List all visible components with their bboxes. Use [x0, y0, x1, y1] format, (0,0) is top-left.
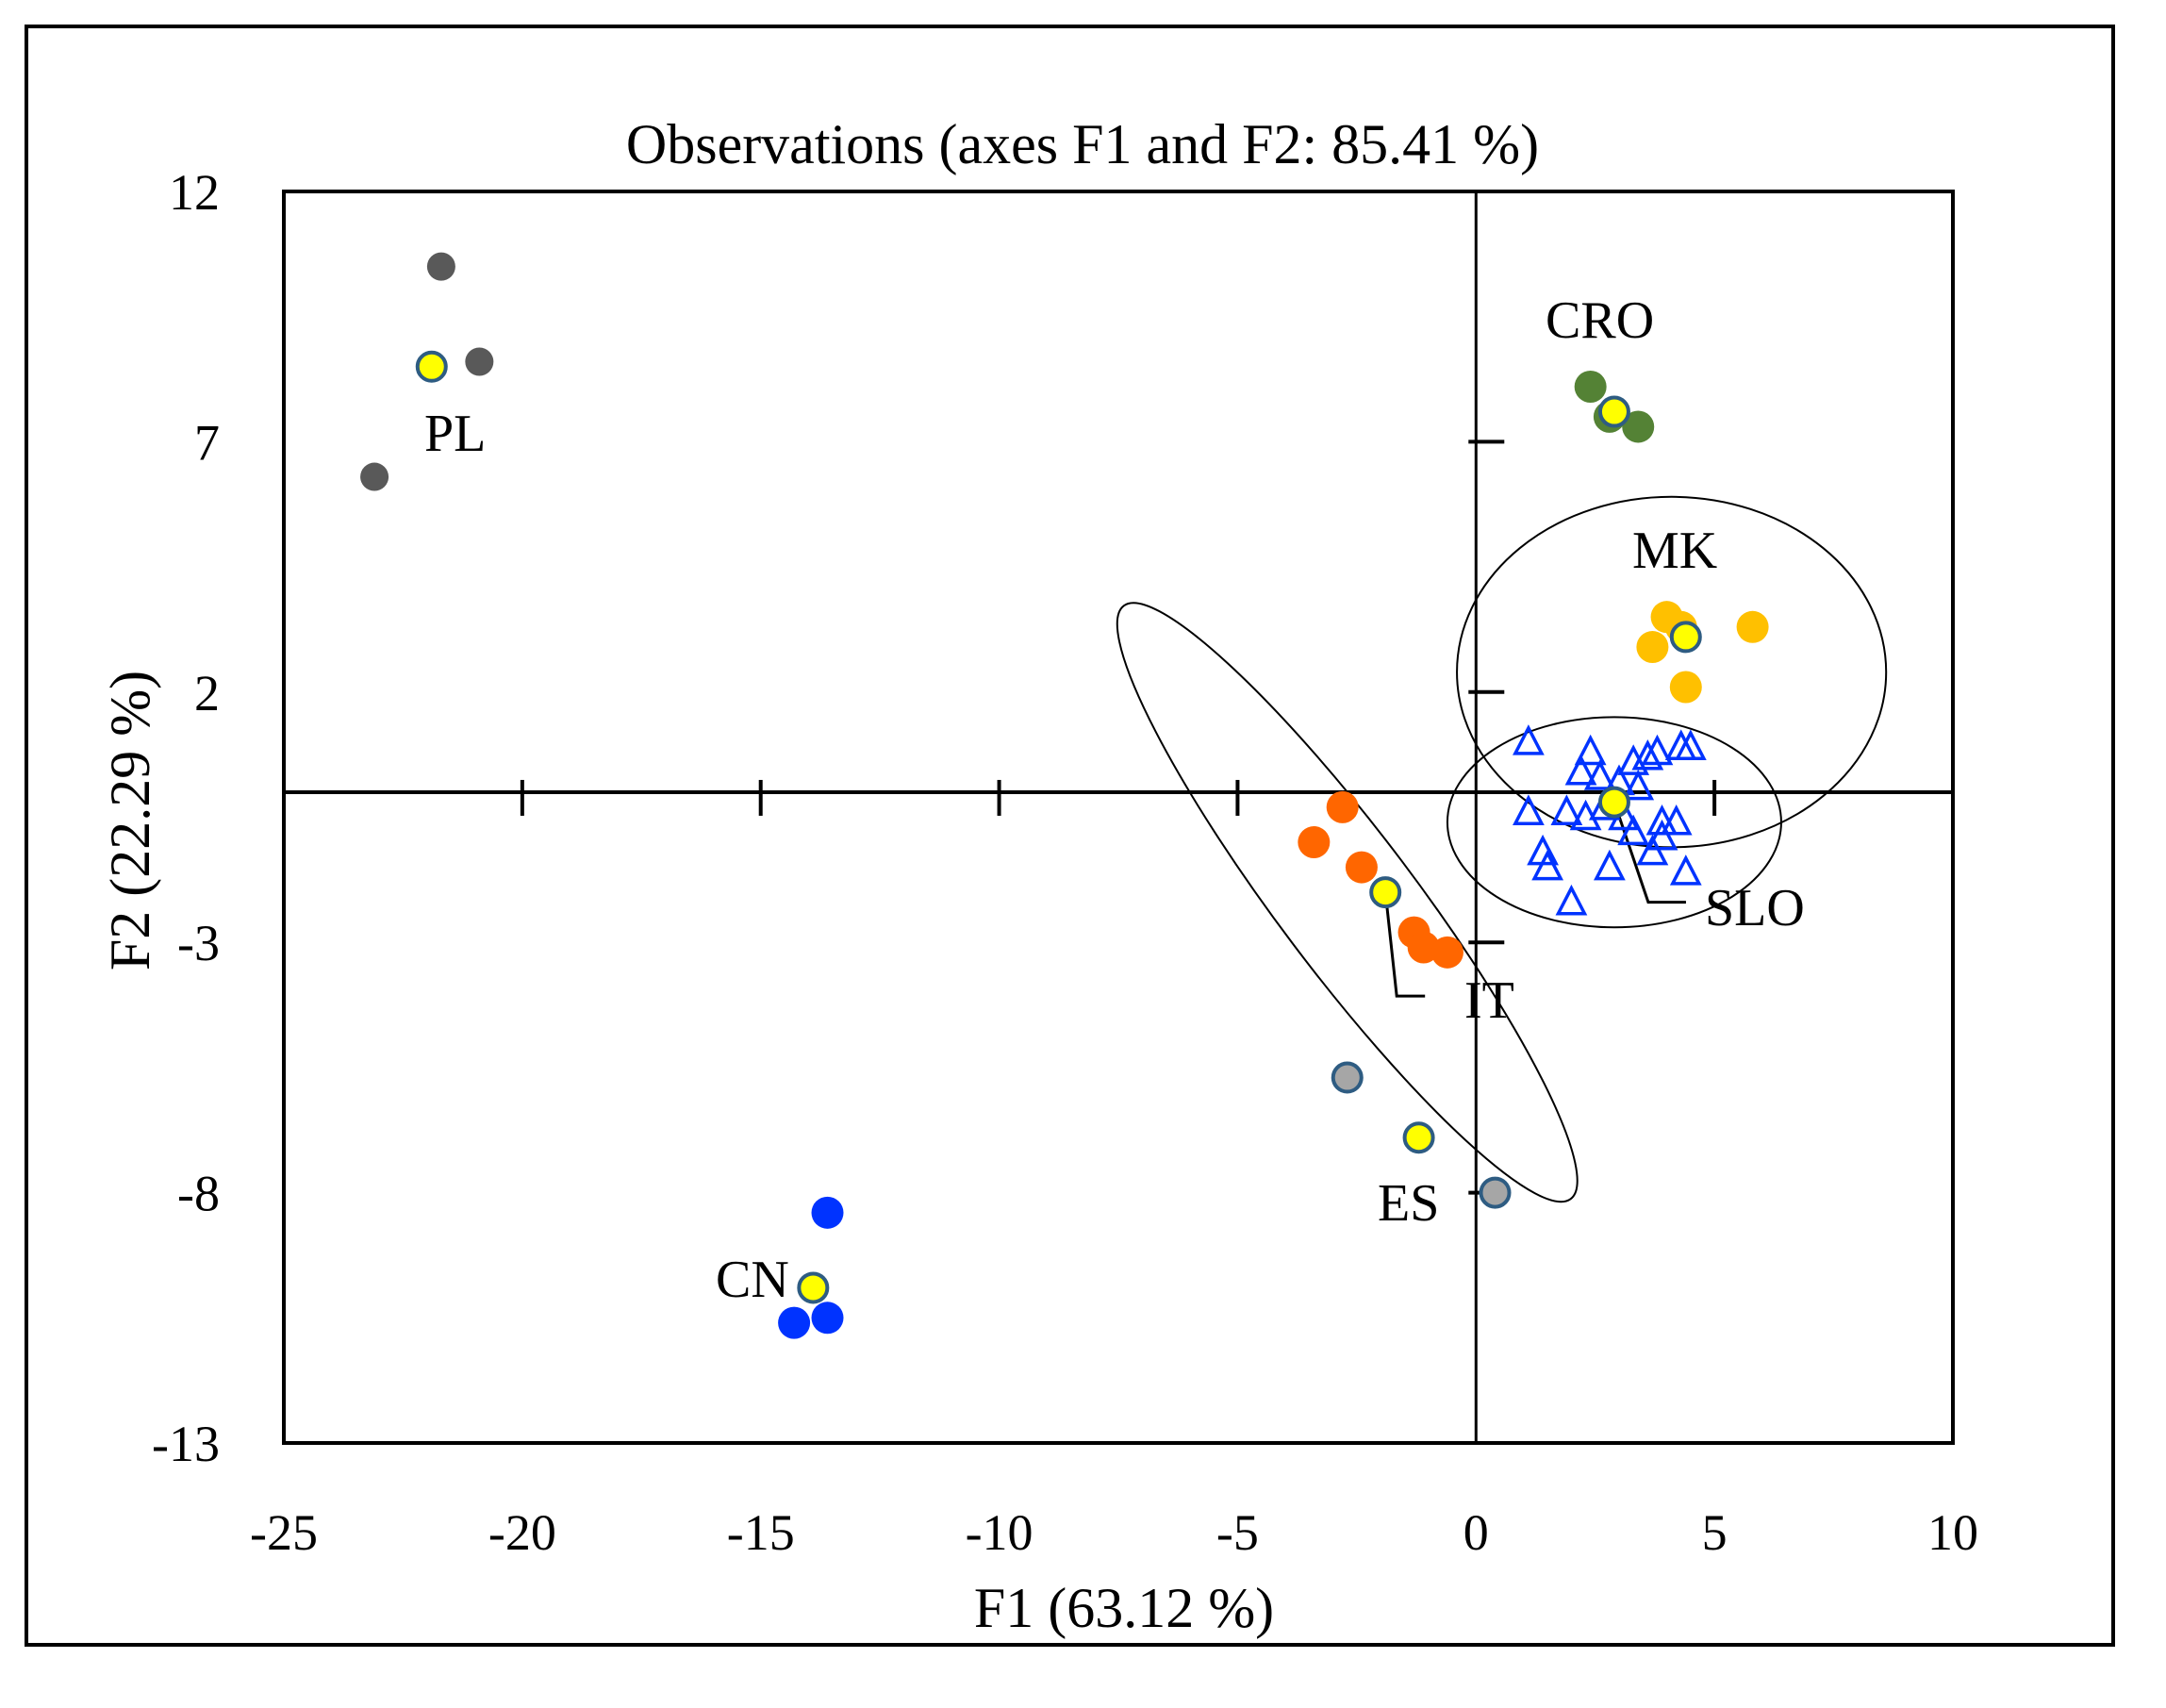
- annotation-pl: PL: [424, 405, 486, 463]
- point-mk: [1669, 671, 1702, 704]
- point-mk: [1636, 631, 1669, 664]
- point-mk: [1736, 610, 1769, 643]
- it-leader-line: [1383, 891, 1426, 998]
- figure-frame: [25, 25, 2115, 1647]
- x-tick-label: -10: [966, 1504, 1033, 1561]
- plot-area: [282, 190, 1955, 1445]
- point-slo: [1641, 734, 1674, 766]
- point-slo: [1583, 759, 1616, 790]
- x-axis-ticks: [520, 779, 1717, 816]
- y-tick-label: 2: [194, 665, 220, 721]
- x-tick-label: 10: [1927, 1504, 1978, 1561]
- point-slo: [1674, 729, 1707, 760]
- point-es-centroid: [1402, 1121, 1435, 1154]
- point-pl-centroid: [415, 350, 448, 383]
- chart-title: Observations (axes F1 and F2: 85.41 %): [626, 113, 1539, 175]
- x-axis-title: F1 (63.12 %): [974, 1577, 1274, 1639]
- point-slo: [1574, 734, 1607, 766]
- y-tick-labels: 12 7 2 -3 -8 -13: [152, 164, 220, 1472]
- data-points: [360, 252, 1769, 1339]
- point-es: [1479, 1176, 1512, 1209]
- point-it: [1326, 790, 1359, 823]
- point-cro: [1574, 371, 1607, 404]
- annotation-es: ES: [1378, 1174, 1439, 1233]
- point-cn: [811, 1196, 844, 1229]
- point-es: [1331, 1061, 1364, 1094]
- point-slo-centroid: [1597, 786, 1630, 819]
- annotation-cn: CN: [716, 1251, 789, 1309]
- point-pl: [360, 462, 389, 491]
- point-pl: [465, 347, 494, 376]
- point-cro: [1622, 410, 1655, 443]
- point-cn: [778, 1306, 811, 1339]
- annotation-slo: SLO: [1705, 879, 1805, 937]
- x-tick-label: -25: [250, 1504, 318, 1561]
- point-slo: [1631, 739, 1664, 771]
- point-it: [1345, 851, 1378, 884]
- point-it: [1298, 826, 1331, 859]
- x-tick-label: -20: [488, 1504, 556, 1561]
- y-axis-ticks: [1468, 439, 1505, 1195]
- point-slo: [1617, 814, 1650, 846]
- x-tick-label: -5: [1216, 1504, 1259, 1561]
- point-slo: [1636, 834, 1669, 866]
- y-tick-label: -3: [177, 915, 220, 971]
- y-tick-label: -8: [177, 1166, 220, 1222]
- x-tick-labels: -25 -20 -15 -10 -5 0 5 10: [250, 1504, 1978, 1561]
- point-it-centroid: [1369, 876, 1402, 909]
- y-axis-title: F2 (22.29 %): [99, 671, 161, 970]
- point-it: [1430, 936, 1463, 969]
- slo-leader-line: [1612, 802, 1686, 904]
- annotation-cro: CRO: [1546, 291, 1654, 350]
- confidence-ellipse: [1446, 716, 1782, 929]
- point-pl: [426, 252, 455, 281]
- point-slo: [1550, 794, 1583, 825]
- annotation-mk: MK: [1632, 522, 1717, 580]
- y-tick-label: 12: [169, 164, 220, 221]
- confidence-ellipse: [1116, 602, 1579, 1203]
- x-tick-label: 5: [1702, 1504, 1728, 1561]
- annotation-it: IT: [1464, 971, 1514, 1030]
- point-slo: [1645, 819, 1678, 851]
- point-slo: [1555, 884, 1588, 916]
- zero-axes: [284, 191, 1953, 1443]
- point-mk-centroid: [1669, 621, 1702, 654]
- point-slo: [1513, 794, 1545, 825]
- point-slo: [1594, 849, 1626, 881]
- confidence-ellipses: [1116, 495, 1888, 1203]
- y-tick-label: -13: [152, 1416, 220, 1472]
- point-slo: [1564, 754, 1597, 786]
- point-slo: [1513, 724, 1545, 755]
- point-slo: [1660, 804, 1693, 836]
- point-cro-centroid: [1597, 395, 1630, 428]
- point-slo: [1531, 849, 1564, 881]
- point-cn: [811, 1302, 844, 1335]
- point-it: [1407, 931, 1440, 964]
- point-slo: [1622, 769, 1655, 801]
- y-tick-label: 7: [194, 414, 220, 471]
- point-slo: [1669, 854, 1702, 886]
- x-tick-label: -15: [727, 1504, 795, 1561]
- point-cn-centroid: [797, 1271, 830, 1304]
- x-tick-label: 0: [1463, 1504, 1489, 1561]
